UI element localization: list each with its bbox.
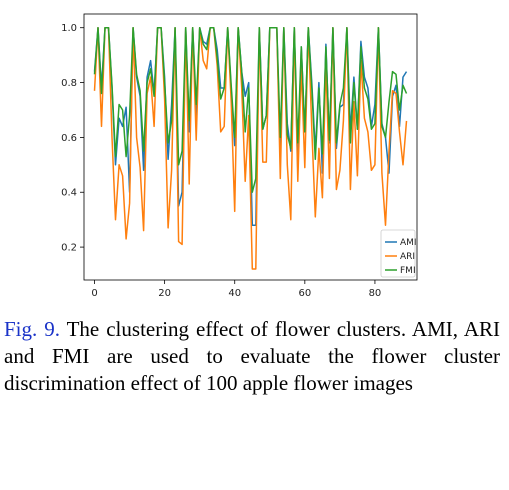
legend: AMI ARI FMI (380, 229, 417, 278)
x-tick-label: 80 (369, 288, 382, 299)
figure-caption: Fig. 9. The clustering effect of flower … (4, 316, 500, 397)
x-tick-label: 0 (91, 288, 97, 299)
x-tick-label: 20 (158, 288, 171, 299)
series-line-ari (93, 26, 408, 270)
plot-frame (83, 13, 418, 281)
series-lines (93, 26, 408, 270)
y-tick-label: 0.6 (61, 133, 77, 144)
y-tick-label: 0.2 (61, 243, 77, 254)
figure-reference: Fig. 9. (4, 317, 60, 341)
y-tick-label: 0.4 (61, 188, 77, 199)
series-line-fmi (93, 26, 408, 193)
y-axis: 0.2 0.4 0.6 0.8 1.0 (61, 23, 84, 254)
y-tick-label: 0.8 (61, 78, 77, 89)
figure-9: 0.2 0.4 0.6 0.8 1.0 0 20 40 60 80 AMI ARI FMI (61, 13, 418, 299)
line-chart: 0.2 0.4 0.6 0.8 1.0 0 20 40 60 80 AMI ARI FMI (61, 13, 418, 299)
x-tick-label: 40 (228, 288, 241, 299)
legend-label-ari: ARI (400, 252, 415, 262)
x-axis: 0 20 40 60 80 (91, 280, 381, 299)
legend-label-fmi: FMI (400, 266, 416, 276)
caption-text: The clustering effect of flower clusters… (4, 317, 500, 395)
y-tick-label: 1.0 (61, 23, 77, 34)
legend-label-ami: AMI (400, 238, 417, 248)
x-tick-label: 60 (298, 288, 311, 299)
